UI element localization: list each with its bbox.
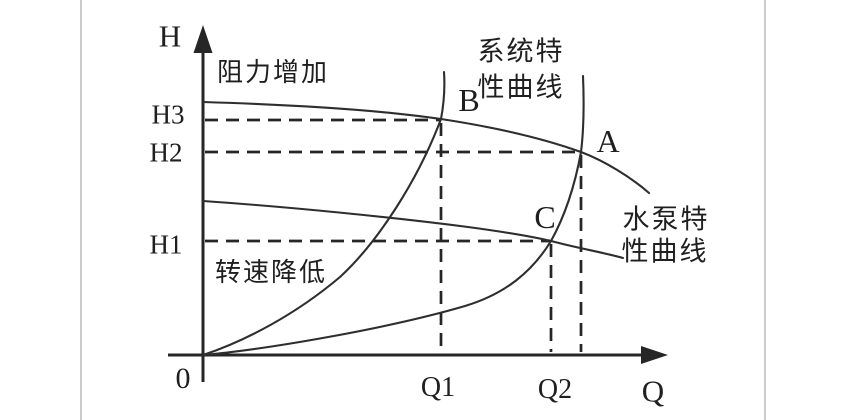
q1-tick-label: Q1 — [420, 372, 456, 403]
x-axis — [168, 346, 668, 364]
pump-curve-label-line2: 性曲线 — [621, 236, 709, 267]
y-axis-label: H — [158, 18, 182, 54]
pump-curve-label-line1: 水泵特 — [622, 204, 710, 235]
h2-tick-label: H2 — [149, 137, 183, 168]
h1-tick-label: H1 — [149, 229, 183, 260]
right-page-border — [764, 0, 766, 420]
y-axis — [193, 25, 213, 382]
system-curve-original — [201, 74, 585, 357]
system-curve-label-line2: 性曲线 — [477, 72, 565, 103]
left-page-border — [80, 0, 82, 420]
speed-decrease-label: 转速降低 — [214, 258, 328, 287]
h3-tick-label: H3 — [151, 99, 185, 130]
point-c-label: C — [534, 199, 556, 235]
x-axis-label: Q — [641, 373, 665, 409]
system-curve-label-line1: 系统特 — [477, 36, 565, 67]
system-curve-increased-resistance — [201, 70, 446, 357]
pump-curve-original — [201, 100, 651, 195]
origin-label: 0 — [175, 362, 191, 395]
q2-tick-label: Q2 — [537, 374, 573, 405]
point-a-label: A — [596, 123, 620, 159]
point-b-label: B — [458, 82, 480, 118]
pump-curve-reduced-speed — [201, 199, 625, 260]
resistance-increase-label: 阻力增加 — [216, 58, 330, 87]
